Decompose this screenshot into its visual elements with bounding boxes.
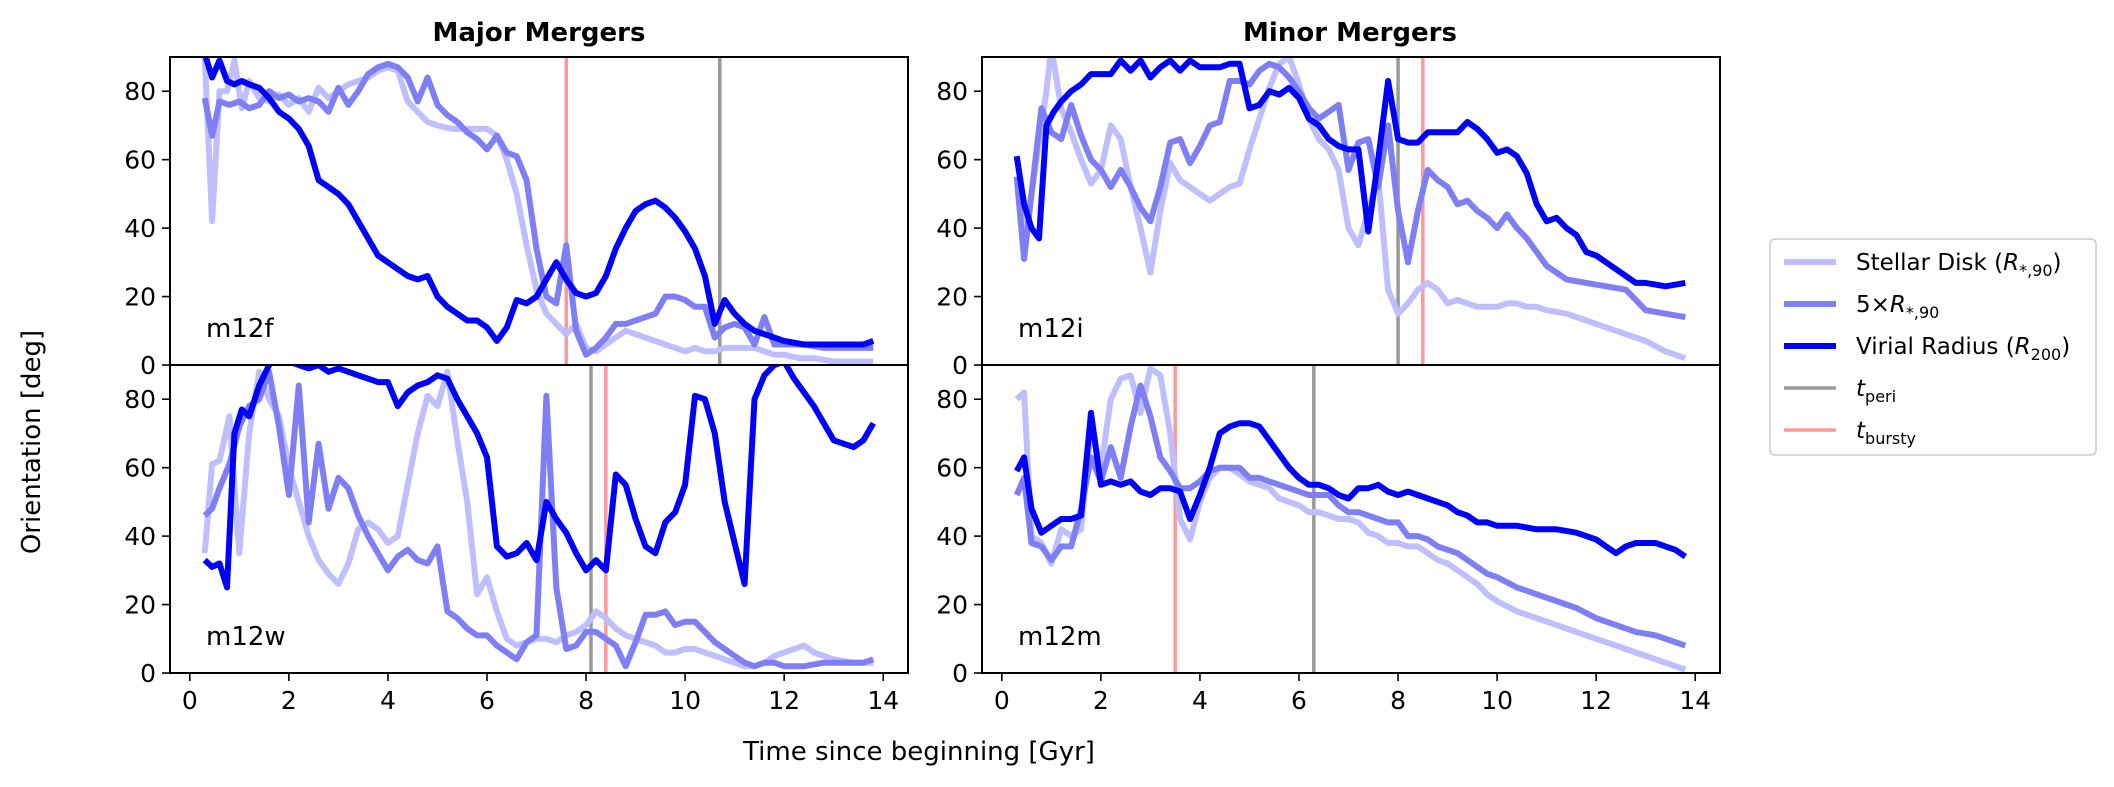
axes-frame <box>981 364 1721 674</box>
x-tick-label: 6 <box>1291 686 1307 715</box>
y-tick-label: 60 <box>936 454 968 483</box>
y-tick-label: 40 <box>936 214 968 243</box>
y-axis-label: Orientation [deg] <box>17 330 47 554</box>
legend-entry: tperi <box>1856 376 1896 406</box>
x-axis-label: Time since beginning [Gyr] <box>742 737 1095 767</box>
five-r90-line <box>201 60 874 358</box>
legend: Stellar Disk (R*,90) 5×R*,90 Virial Radius… <box>1769 238 2097 456</box>
stellar-disk-line <box>201 57 874 365</box>
virial-radius-line <box>202 57 875 348</box>
legend-entry: Virial Radius (R200) <box>1856 334 2070 364</box>
plot-area-m12m <box>1013 365 1687 673</box>
y-tick-label: 60 <box>124 146 156 175</box>
y-tick-label: 0 <box>952 659 968 688</box>
y-tick-label: 60 <box>936 146 968 175</box>
y-tick-label: 40 <box>124 522 156 551</box>
five-r90-line <box>1013 382 1687 649</box>
x-tick-label: 12 <box>1580 686 1612 715</box>
x-tick-label: 10 <box>1481 686 1513 715</box>
panel-label-m12f: m12f <box>206 314 274 344</box>
legend-frame <box>1769 238 2097 456</box>
panel-m12f: 0 20 40 60 80 m12f <box>124 56 909 380</box>
y-tick-label: 0 <box>140 351 156 380</box>
plot-area-m12i <box>1013 57 1687 365</box>
x-tick-label: 8 <box>578 686 594 715</box>
panel-m12i: 0 20 40 60 80 m12i <box>936 56 1721 380</box>
plot-area-m12w <box>201 365 876 673</box>
axes-frame <box>169 56 909 366</box>
x-tick-label: 4 <box>1192 686 1208 715</box>
x-tick-label: 10 <box>669 686 701 715</box>
y-tick-label: 80 <box>936 385 968 414</box>
panel-label-m12i: m12i <box>1018 314 1084 344</box>
plot-area-m12f <box>201 57 875 365</box>
title-major-mergers: Major Mergers <box>433 18 646 48</box>
y-tick-label: 80 <box>124 77 156 106</box>
stellar-disk-line <box>1014 365 1687 673</box>
x-tick-label: 0 <box>182 686 198 715</box>
axes-frame <box>169 364 909 674</box>
virial-radius-line <box>202 365 876 591</box>
legend-entry: 5×R*,90 <box>1856 292 1939 322</box>
title-minor-mergers: Minor Mergers <box>1243 18 1457 48</box>
x-tick-label: 12 <box>768 686 800 715</box>
legend-entry: Stellar Disk (R*,90) <box>1856 250 2062 280</box>
x-tick-label: 6 <box>479 686 495 715</box>
y-tick-label: 40 <box>936 522 968 551</box>
virial-radius-line <box>1013 57 1686 290</box>
x-tick-label: 14 <box>867 686 899 715</box>
x-tick-label: 4 <box>380 686 396 715</box>
y-tick-label: 80 <box>936 77 968 106</box>
x-tick-label: 2 <box>1093 686 1109 715</box>
y-tick-label: 0 <box>140 659 156 688</box>
x-tick-label: 0 <box>994 686 1010 715</box>
panel-label-m12m: m12m <box>1018 622 1102 652</box>
x-tick-label: 8 <box>1390 686 1406 715</box>
y-tick-label: 20 <box>124 283 156 312</box>
y-tick-label: 40 <box>124 214 156 243</box>
y-tick-label: 0 <box>952 351 968 380</box>
y-tick-label: 20 <box>124 591 156 620</box>
panel-m12m: 0 20 40 60 80 0 2 4 6 8 10 12 14 m12m <box>936 364 1721 715</box>
five-r90-line <box>202 368 875 670</box>
stellar-disk-line <box>1013 57 1687 362</box>
legend-entry: tbursty <box>1856 418 1916 448</box>
y-tick-label: 60 <box>124 454 156 483</box>
five-r90-line <box>1013 60 1686 321</box>
x-tick-label: 2 <box>281 686 297 715</box>
y-tick-label: 80 <box>124 385 156 414</box>
panel-label-m12w: m12w <box>206 622 286 652</box>
x-tick-label: 14 <box>1679 686 1711 715</box>
y-tick-label: 20 <box>936 283 968 312</box>
axes-frame <box>981 56 1721 366</box>
y-tick-label: 20 <box>936 591 968 620</box>
virial-radius-line <box>1014 409 1687 560</box>
panel-m12w: 0 20 40 60 80 0 2 4 6 8 10 12 14 m12w <box>124 364 909 715</box>
